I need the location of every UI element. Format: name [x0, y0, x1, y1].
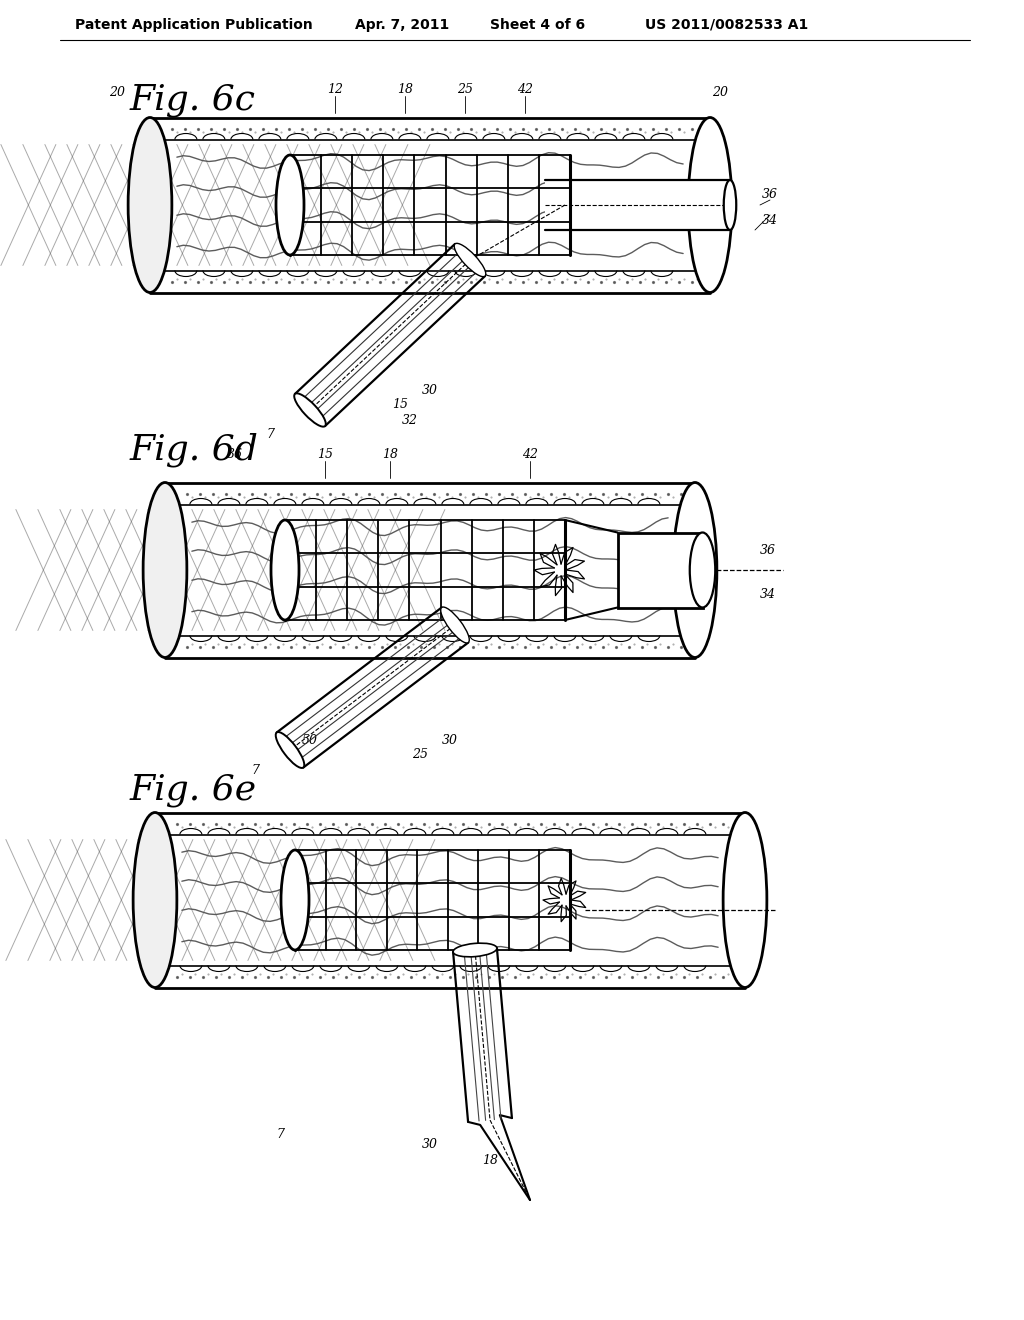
Text: 7: 7 — [251, 763, 259, 776]
Text: 32: 32 — [402, 413, 418, 426]
Text: 34: 34 — [760, 589, 776, 602]
Text: 7: 7 — [266, 429, 274, 441]
Ellipse shape — [453, 944, 497, 957]
Text: 20: 20 — [109, 86, 125, 99]
Ellipse shape — [724, 180, 736, 230]
Text: 36: 36 — [752, 869, 768, 882]
Text: Patent Application Publication: Patent Application Publication — [75, 18, 312, 32]
Bar — [617, 532, 702, 607]
Text: 15: 15 — [317, 447, 333, 461]
Text: 7: 7 — [276, 1129, 284, 1142]
Text: 25: 25 — [412, 748, 428, 762]
Text: Fig. 6c: Fig. 6c — [130, 83, 256, 117]
Text: 12: 12 — [327, 83, 343, 96]
Ellipse shape — [143, 483, 186, 657]
Text: Fig. 6d: Fig. 6d — [130, 433, 259, 467]
Ellipse shape — [688, 117, 732, 293]
Text: 50: 50 — [302, 734, 318, 747]
Text: 36: 36 — [760, 544, 776, 557]
Text: 30: 30 — [422, 1138, 438, 1151]
Text: 25: 25 — [457, 83, 473, 96]
Ellipse shape — [690, 532, 715, 607]
Text: 30: 30 — [422, 384, 438, 396]
Text: 18: 18 — [397, 83, 413, 96]
Text: 42: 42 — [522, 447, 538, 461]
Text: 36: 36 — [227, 447, 243, 461]
Bar — [150, 117, 710, 293]
Ellipse shape — [276, 154, 304, 255]
Text: 18: 18 — [482, 1154, 498, 1167]
Text: 36: 36 — [762, 189, 778, 202]
Ellipse shape — [294, 393, 326, 426]
Text: 30: 30 — [442, 734, 458, 747]
Text: Apr. 7, 2011: Apr. 7, 2011 — [355, 18, 450, 32]
Text: 15: 15 — [392, 399, 408, 412]
Bar — [155, 813, 745, 987]
Bar — [545, 180, 720, 230]
Text: Fig. 6e: Fig. 6e — [130, 774, 257, 807]
Ellipse shape — [723, 813, 767, 987]
Ellipse shape — [440, 607, 469, 643]
Text: 20: 20 — [712, 86, 728, 99]
Ellipse shape — [133, 813, 177, 987]
Ellipse shape — [673, 483, 717, 657]
Bar — [165, 483, 695, 657]
Ellipse shape — [271, 520, 299, 620]
Ellipse shape — [281, 850, 309, 950]
Text: US 2011/0082533 A1: US 2011/0082533 A1 — [645, 18, 808, 32]
Text: 18: 18 — [382, 447, 398, 461]
Ellipse shape — [128, 117, 172, 293]
Text: Sheet 4 of 6: Sheet 4 of 6 — [490, 18, 585, 32]
Ellipse shape — [275, 733, 304, 768]
Text: 42: 42 — [517, 83, 534, 96]
Ellipse shape — [455, 243, 485, 277]
Text: 34: 34 — [762, 214, 778, 227]
